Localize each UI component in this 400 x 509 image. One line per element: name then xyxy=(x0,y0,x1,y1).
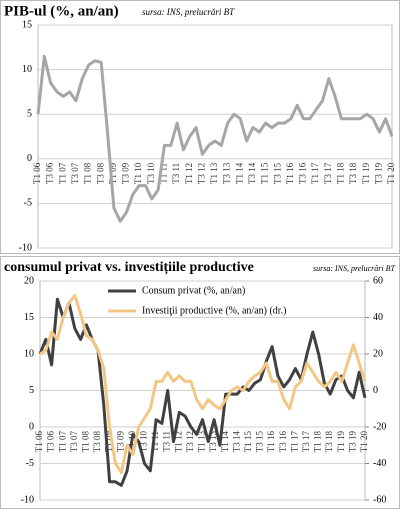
legend-label: Investiţii productive (%, an/an) (dr.) xyxy=(142,305,286,316)
x-tick-label: T1 14 xyxy=(220,431,230,453)
x-tick-label: T3 17 xyxy=(301,431,311,453)
x-tick-label: T1 19 xyxy=(336,431,346,453)
x-tick-label: T3 17 xyxy=(323,162,333,184)
x-tick-label: T3 14 xyxy=(247,162,257,184)
y2-tick-label: 40 xyxy=(373,312,383,323)
x-tick-label: T1 13 xyxy=(209,162,219,184)
source-note: sursa: INS, prelucrări BT xyxy=(142,7,235,17)
x-tick-label: T1 15 xyxy=(260,162,270,184)
y-tick-label: 5 xyxy=(27,108,32,119)
x-tick-label: T3 11 xyxy=(171,163,181,184)
y-tick-label: 15 xyxy=(22,19,32,30)
x-tick-label: T3 14 xyxy=(231,431,241,453)
x-tick-label: T1 09 xyxy=(104,431,114,453)
x-tick-label: T1 08 xyxy=(83,162,93,184)
x-tick-label: T3 12 xyxy=(196,163,206,184)
x-tick-label: T1 16 xyxy=(285,162,295,184)
x-tick-label: T3 15 xyxy=(272,162,282,184)
x-tick-label: T1 18 xyxy=(335,162,345,184)
x-tick-label: T3 19 xyxy=(373,162,383,184)
x-tick-label: T3 07 xyxy=(70,162,80,184)
x-tick-label: T1 12 xyxy=(173,431,183,452)
data-line xyxy=(39,294,367,475)
x-tick-label: T3 07 xyxy=(69,431,79,453)
x-tick-label: T3 12 xyxy=(185,431,195,452)
x-tick-label: T3 08 xyxy=(92,431,102,453)
x-tick-label: T3 15 xyxy=(255,431,265,453)
x-tick-label: T1 17 xyxy=(289,431,299,453)
x-tick-label: T3 13 xyxy=(222,162,232,184)
x-tick-label: T1 09 xyxy=(108,162,118,184)
x-tick-label: T1 08 xyxy=(80,431,90,453)
x-tick-label: T3 18 xyxy=(324,431,334,453)
legend-label: Consum privat (%, an/an) xyxy=(142,285,245,296)
x-tick-label: T3 10 xyxy=(146,162,156,184)
y-tick-label: -10 xyxy=(21,494,34,505)
y-tick-label: -5 xyxy=(26,458,34,469)
x-tick-label: T3 16 xyxy=(278,431,288,453)
x-tick-label: T1 18 xyxy=(313,431,323,453)
y-tick-label: 15 xyxy=(24,312,34,323)
x-tick-label: T1 11 xyxy=(158,163,168,184)
source-note: sursa: INS, prelucrări BT xyxy=(313,264,395,273)
x-tick-label: T1 07 xyxy=(57,162,67,184)
x-tick-label: T3 09 xyxy=(115,431,125,453)
x-tick-label: T1 20 xyxy=(359,431,369,453)
x-tick-label: T1 14 xyxy=(234,162,244,184)
x-tick-label: T3 18 xyxy=(348,162,358,184)
x-tick-label: T3 08 xyxy=(95,162,105,184)
x-tick-label: T3 16 xyxy=(298,162,308,184)
x-tick-label: T1 15 xyxy=(243,431,253,453)
x-tick-label: T1 06 xyxy=(34,431,44,453)
x-tick-label: T1 06 xyxy=(32,162,42,184)
y-tick-label: 10 xyxy=(22,64,32,75)
x-tick-label: T1 10 xyxy=(133,162,143,184)
x-tick-label: T1 16 xyxy=(266,431,276,453)
y2-tick-label: 60 xyxy=(373,275,383,286)
x-tick-label: T1 17 xyxy=(310,162,320,184)
y-tick-label: 20 xyxy=(24,275,34,286)
y2-tick-label: 20 xyxy=(373,348,383,359)
y-tick-label: 0 xyxy=(27,153,32,164)
y2-tick-label: 0 xyxy=(373,385,378,396)
x-tick-label: T3 06 xyxy=(46,431,56,453)
y2-tick-label: -20 xyxy=(373,421,386,432)
y2-tick-label: -40 xyxy=(373,458,386,469)
y-tick-label: -10 xyxy=(19,242,32,253)
data-line xyxy=(36,54,394,223)
x-tick-label: T1 13 xyxy=(197,431,207,453)
x-tick-label: T1 19 xyxy=(361,162,371,184)
y-tick-label: -5 xyxy=(24,198,32,209)
x-tick-label: T3 11 xyxy=(162,431,172,452)
y2-tick-label: -60 xyxy=(373,494,386,505)
x-tick-label: T1 20 xyxy=(386,162,396,184)
y-tick-label: 0 xyxy=(29,421,34,432)
x-tick-label: T3 09 xyxy=(121,162,131,184)
x-tick-label: T1 12 xyxy=(184,163,194,184)
x-tick-label: T3 06 xyxy=(45,162,55,184)
y-tick-label: 5 xyxy=(29,385,34,396)
chart-title: consumul privat vs. investițiile product… xyxy=(4,260,254,275)
plot-area xyxy=(37,24,393,249)
chart-title: PIB-ul (%, an/an) xyxy=(4,3,119,19)
x-tick-label: T3 13 xyxy=(208,431,218,453)
x-tick-label: T1 07 xyxy=(57,431,67,453)
x-tick-label: T3 19 xyxy=(347,431,357,453)
x-tick-label: T3 10 xyxy=(139,431,149,453)
y-tick-label: 10 xyxy=(24,348,34,359)
